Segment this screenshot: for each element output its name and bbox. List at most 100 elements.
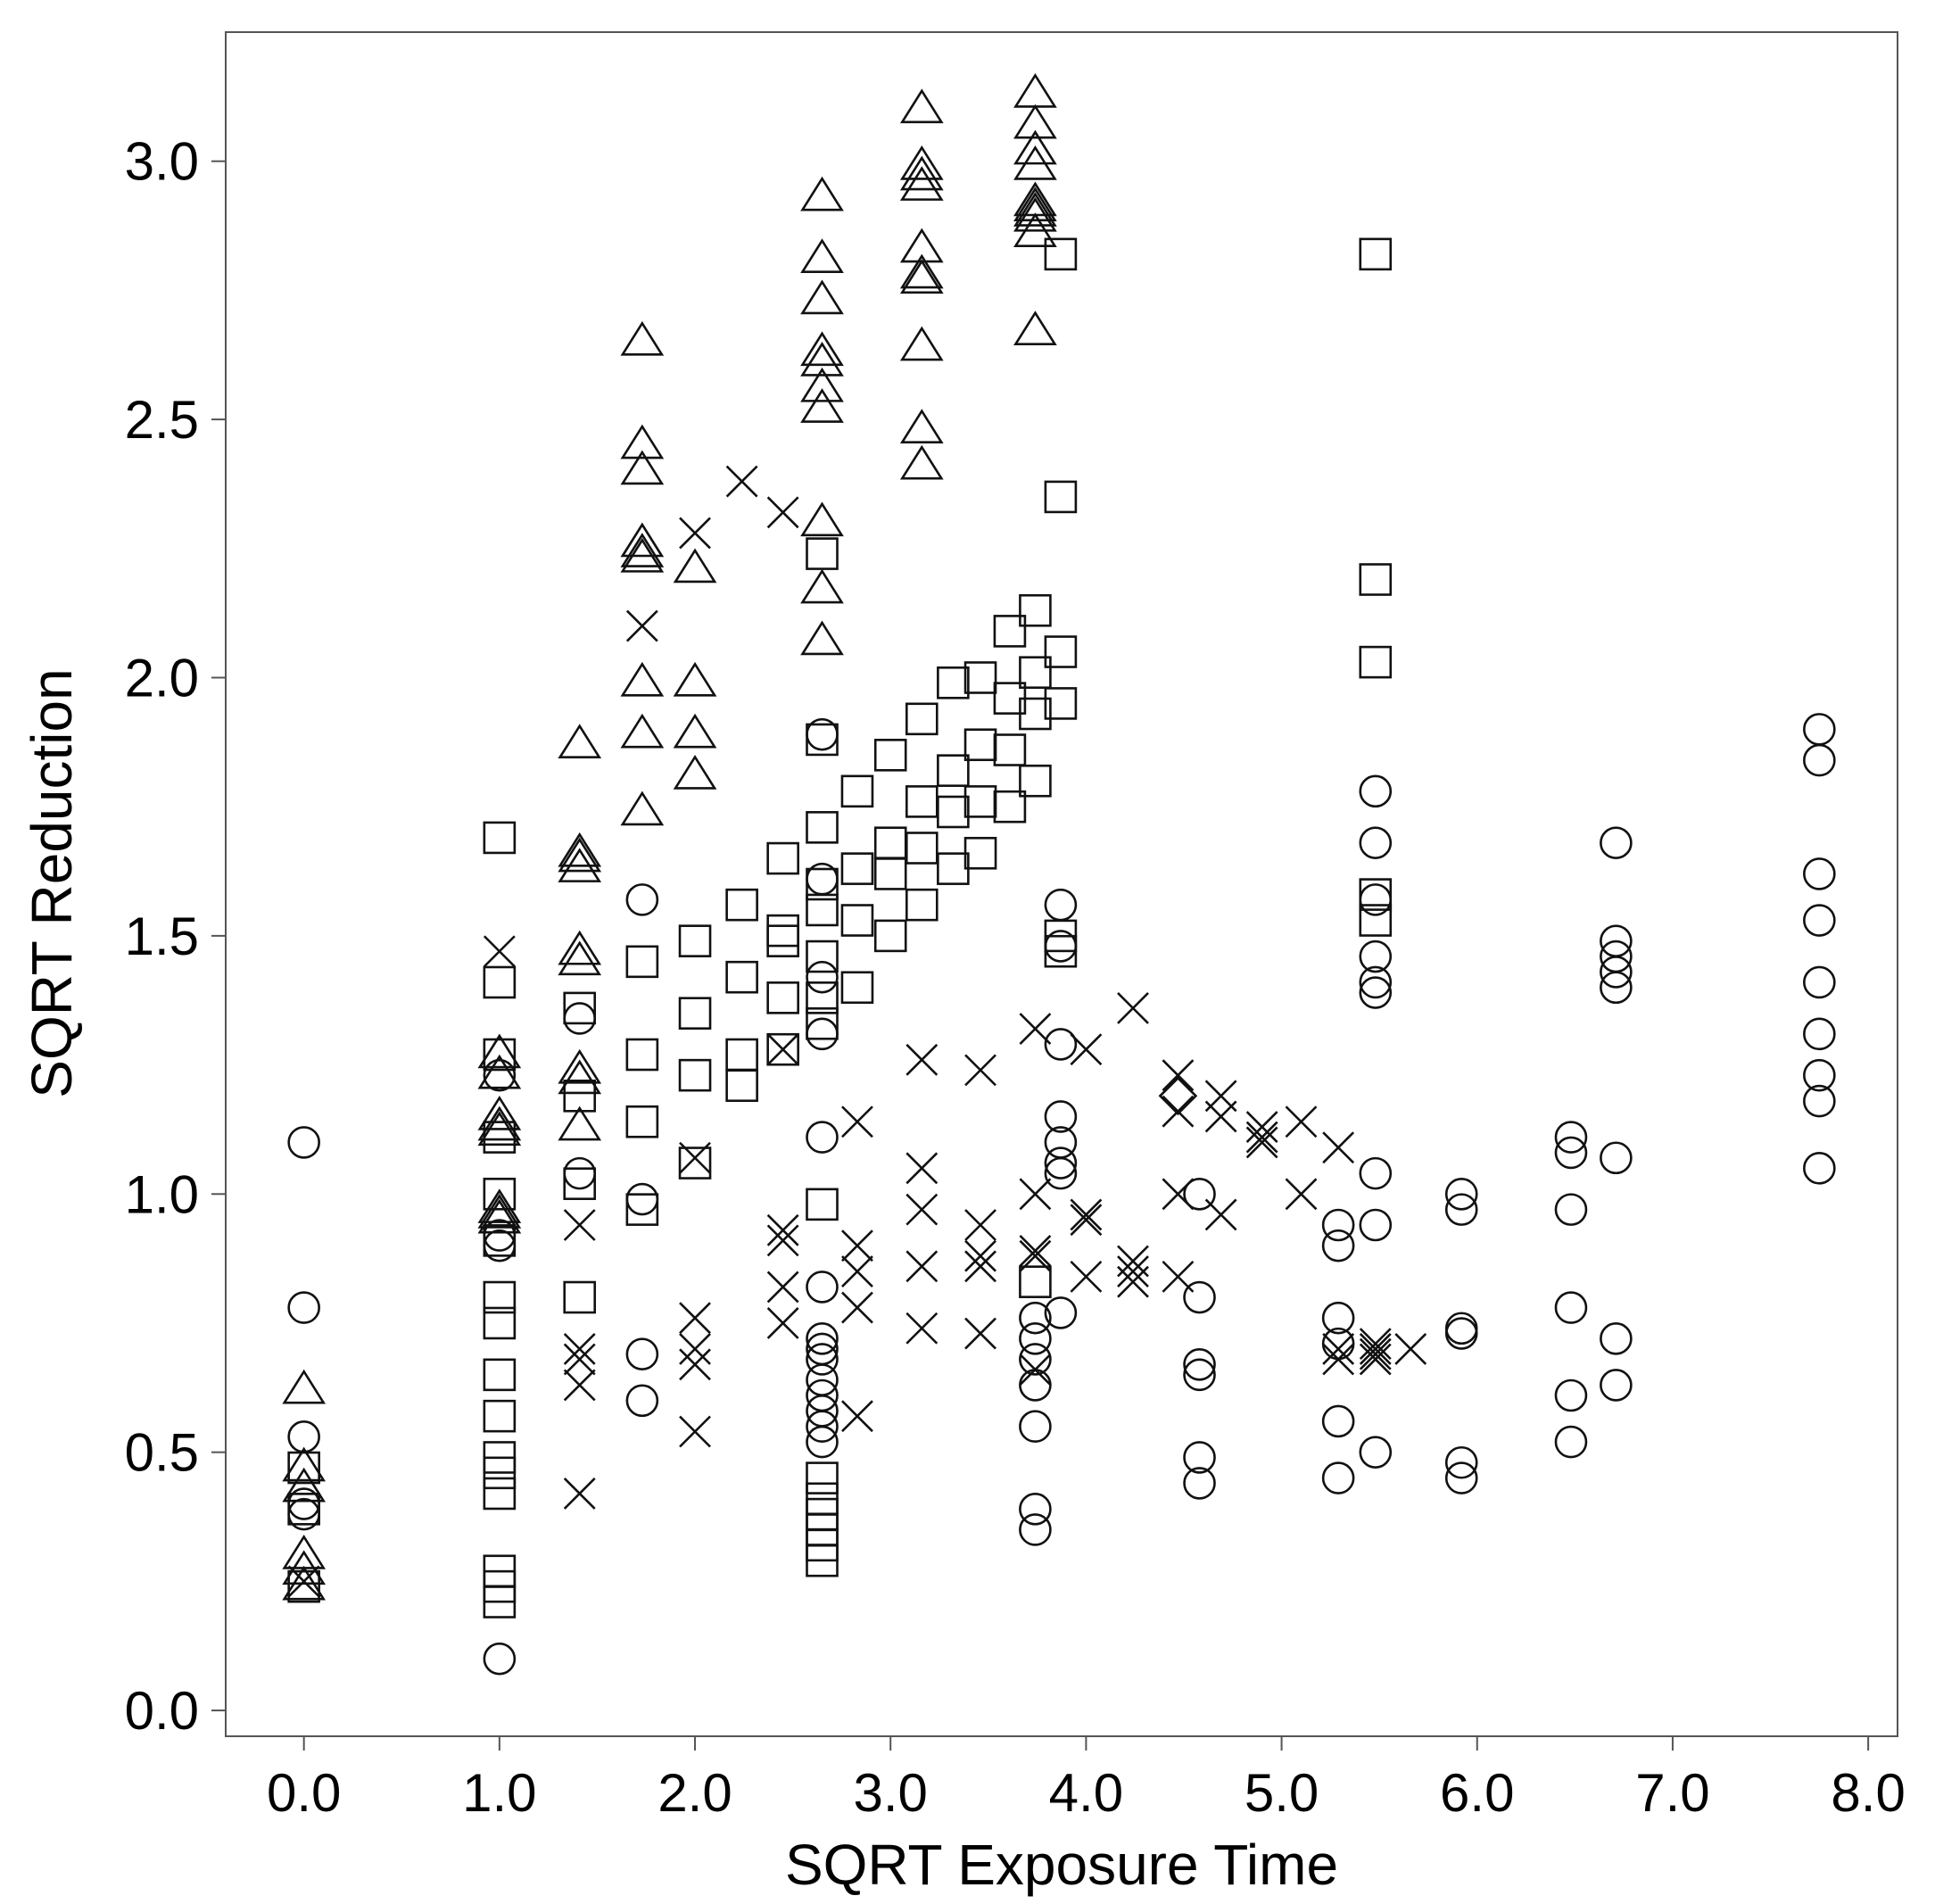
- circle-point: [806, 1343, 839, 1376]
- cross-point: [841, 1291, 873, 1324]
- cross-point: [1245, 1111, 1278, 1143]
- circle-point: [1359, 1436, 1393, 1469]
- x-tick-label: 7.0: [1635, 1763, 1709, 1823]
- cross-point: [563, 1332, 596, 1365]
- square-point: [483, 1121, 517, 1154]
- circle-point: [1554, 1121, 1588, 1154]
- cross-point: [1019, 1235, 1052, 1267]
- y-tick-label: 1.5: [125, 906, 199, 966]
- circle-point: [1444, 1317, 1478, 1350]
- triangle-point: [477, 1198, 522, 1234]
- circle-point: [1803, 1017, 1836, 1051]
- triangle-point: [620, 450, 665, 485]
- cross-point: [1070, 1198, 1103, 1231]
- y-tick-label: 3.0: [125, 132, 199, 192]
- triangle-point: [899, 253, 944, 289]
- square-point: [1359, 878, 1393, 911]
- square-point: [1019, 764, 1052, 798]
- circle-point: [1554, 1136, 1588, 1170]
- x-tick-label: 1.0: [462, 1763, 536, 1823]
- circle-point: [1019, 1410, 1052, 1444]
- square-point: [1044, 237, 1078, 271]
- square-point: [725, 960, 758, 994]
- square-point: [937, 795, 970, 829]
- triangle-point: [282, 1467, 327, 1503]
- cross-point: [1359, 1337, 1392, 1370]
- square-point: [483, 1358, 517, 1392]
- circle-point: [1600, 971, 1633, 1005]
- cross-point: [841, 1105, 873, 1138]
- square-point: [963, 661, 997, 694]
- square-point: [806, 1461, 839, 1494]
- triangle-point: [800, 238, 844, 273]
- triangle-point: [899, 155, 944, 191]
- square-point: [905, 785, 939, 818]
- circle-point: [1183, 1177, 1216, 1211]
- square-point: [873, 919, 907, 953]
- triangle-point: [558, 848, 602, 882]
- square-point: [483, 1177, 517, 1211]
- square-point: [1019, 593, 1052, 627]
- square-point: [1044, 934, 1078, 968]
- square-point: [766, 924, 799, 957]
- square-point: [1359, 237, 1393, 271]
- circle-point: [1044, 1100, 1078, 1133]
- x-tick-label: 8.0: [1831, 1763, 1905, 1823]
- square-point: [1044, 687, 1078, 720]
- cross-point: [841, 1229, 873, 1262]
- triangle-point: [558, 832, 602, 867]
- cross-point: [625, 609, 658, 642]
- triangle-point: [673, 713, 717, 749]
- y-tick-label: 0.5: [125, 1423, 199, 1483]
- square-point: [725, 1069, 758, 1103]
- triangle-point: [1013, 145, 1057, 180]
- triangle-point: [282, 1565, 327, 1601]
- square-point: [963, 836, 997, 870]
- circle-point: [1183, 1358, 1216, 1392]
- x-tick-label: 2.0: [657, 1763, 732, 1823]
- triangle-point: [620, 791, 665, 826]
- triangle-point: [477, 1096, 522, 1130]
- triangle-point: [899, 409, 944, 443]
- cross-point: [964, 1054, 996, 1087]
- triangle-point: [558, 1105, 602, 1141]
- square-point: [625, 1193, 659, 1226]
- triangle-point: [620, 522, 665, 558]
- square-point: [678, 997, 712, 1030]
- square-point: [483, 1477, 517, 1511]
- square-point: [806, 537, 839, 570]
- y-axis-title: SQRT Reduction: [20, 668, 84, 1097]
- triangle-point: [477, 1188, 522, 1223]
- cross-point: [841, 1400, 873, 1433]
- circle-point: [1803, 743, 1836, 777]
- cross-point: [679, 1332, 711, 1365]
- square-point: [287, 1569, 320, 1603]
- circle-point: [483, 1642, 517, 1676]
- y-axis: 0.0 0.5 1.0 1.5 2.0 2.5 3.0: [125, 132, 226, 1741]
- triangle-point: [899, 326, 944, 361]
- circle-point: [1600, 1141, 1633, 1175]
- triangle-point: [477, 1054, 522, 1089]
- triangle-point: [800, 341, 844, 377]
- circle-point: [1444, 1461, 1478, 1494]
- cross-point: [679, 1302, 711, 1335]
- triangle-point: [800, 388, 844, 423]
- square-point: [678, 1058, 712, 1092]
- cross-point: [1285, 1105, 1318, 1138]
- circle-point: [1803, 904, 1836, 937]
- cross-point: [1070, 1260, 1103, 1293]
- cross-point: [287, 1565, 320, 1598]
- cross-point: [964, 1250, 996, 1283]
- cross-point: [766, 1307, 799, 1339]
- square-point: [840, 904, 874, 937]
- square-point: [1044, 480, 1078, 514]
- cross-point: [766, 496, 799, 529]
- square-point: [563, 1167, 597, 1200]
- circle-point: [1321, 1404, 1355, 1438]
- cross-point: [1359, 1343, 1392, 1376]
- circle-point: [1444, 1177, 1478, 1211]
- square-point: [483, 1038, 517, 1072]
- square-point: [1359, 904, 1393, 937]
- square-point: [483, 965, 517, 999]
- circle-point: [1044, 1147, 1078, 1180]
